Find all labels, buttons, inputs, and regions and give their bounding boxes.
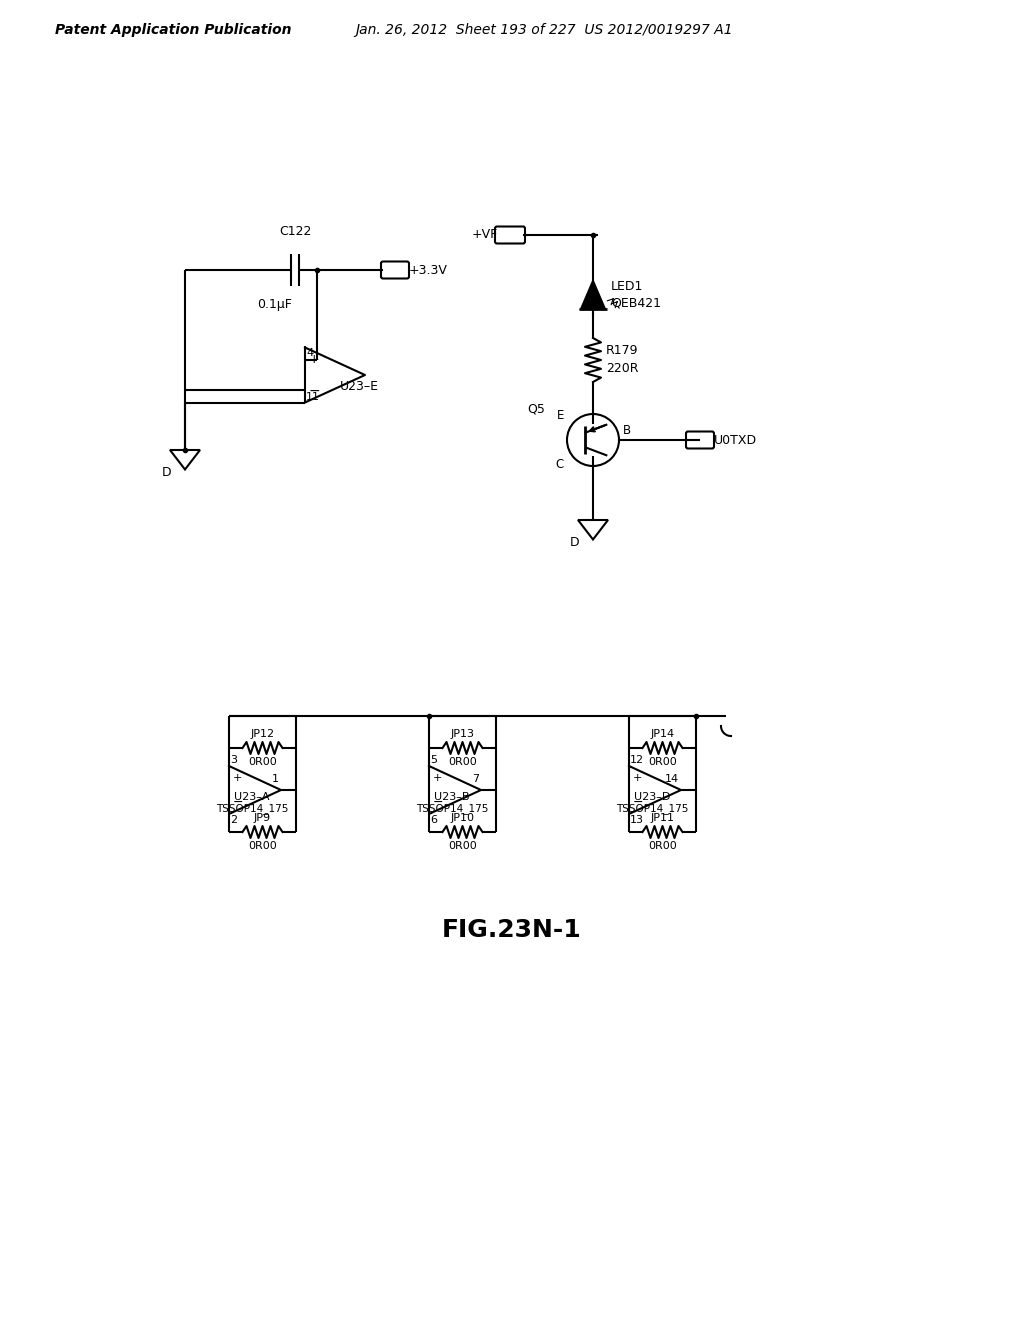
Text: C122: C122 (279, 224, 311, 238)
Text: 0R00: 0R00 (248, 841, 276, 851)
Text: 1: 1 (272, 774, 279, 784)
Text: JP9: JP9 (254, 813, 271, 822)
Text: JP12: JP12 (251, 729, 274, 739)
Text: 3: 3 (230, 755, 237, 766)
Text: +: + (309, 354, 319, 366)
Text: E: E (557, 409, 564, 422)
Text: D: D (570, 536, 580, 549)
Text: +: + (233, 774, 243, 783)
Text: 6: 6 (430, 814, 437, 825)
Text: U23–E: U23–E (340, 380, 379, 393)
Text: U23–A: U23–A (234, 792, 269, 803)
Text: R179: R179 (606, 343, 639, 356)
Text: 0R00: 0R00 (449, 841, 477, 851)
Text: C: C (556, 458, 564, 471)
Text: 11: 11 (306, 392, 319, 403)
Text: −: − (433, 796, 443, 808)
Text: JP14: JP14 (650, 729, 675, 739)
Text: Q5: Q5 (527, 403, 545, 416)
Text: QEB421: QEB421 (611, 297, 662, 309)
Text: Jan. 26, 2012  Sheet 193 of 227  US 2012/0019297 A1: Jan. 26, 2012 Sheet 193 of 227 US 2012/0… (355, 22, 732, 37)
FancyBboxPatch shape (686, 432, 714, 449)
Text: −: − (309, 383, 321, 397)
Text: +: + (633, 774, 642, 783)
Text: U23–B: U23–B (434, 792, 470, 803)
Text: 0R00: 0R00 (248, 756, 276, 767)
FancyBboxPatch shape (495, 227, 525, 243)
Text: U23–D: U23–D (634, 792, 670, 803)
Text: 0.1μF: 0.1μF (258, 298, 293, 312)
Text: +3.3V: +3.3V (409, 264, 447, 276)
Text: LED1: LED1 (611, 281, 643, 293)
Text: −: − (633, 796, 643, 808)
Text: 7: 7 (472, 774, 479, 784)
Text: 0R00: 0R00 (648, 756, 677, 767)
Text: −: − (233, 796, 244, 808)
Text: 4: 4 (306, 347, 313, 358)
Text: 14: 14 (665, 774, 679, 784)
Text: +VF: +VF (472, 228, 498, 242)
Text: 13: 13 (630, 814, 644, 825)
Text: B: B (623, 424, 631, 437)
Text: JP13: JP13 (451, 729, 474, 739)
Text: U0TXD: U0TXD (714, 433, 757, 446)
Text: TSSOP14_175: TSSOP14_175 (416, 804, 488, 814)
Text: Patent Application Publication: Patent Application Publication (55, 22, 292, 37)
Text: 0R00: 0R00 (449, 756, 477, 767)
Text: 12: 12 (630, 755, 644, 766)
Text: 0R00: 0R00 (648, 841, 677, 851)
Text: JP10: JP10 (451, 813, 474, 822)
Text: 5: 5 (430, 755, 437, 766)
Text: +: + (433, 774, 442, 783)
Text: JP11: JP11 (650, 813, 675, 822)
Text: 2: 2 (230, 814, 238, 825)
Polygon shape (581, 281, 605, 309)
Text: TSSOP14_175: TSSOP14_175 (216, 804, 288, 814)
Text: 220R: 220R (606, 362, 639, 375)
Text: FIG.23N-1: FIG.23N-1 (442, 917, 582, 942)
Text: TSSOP14_175: TSSOP14_175 (615, 804, 688, 814)
Text: D: D (162, 466, 172, 479)
FancyBboxPatch shape (381, 261, 409, 279)
